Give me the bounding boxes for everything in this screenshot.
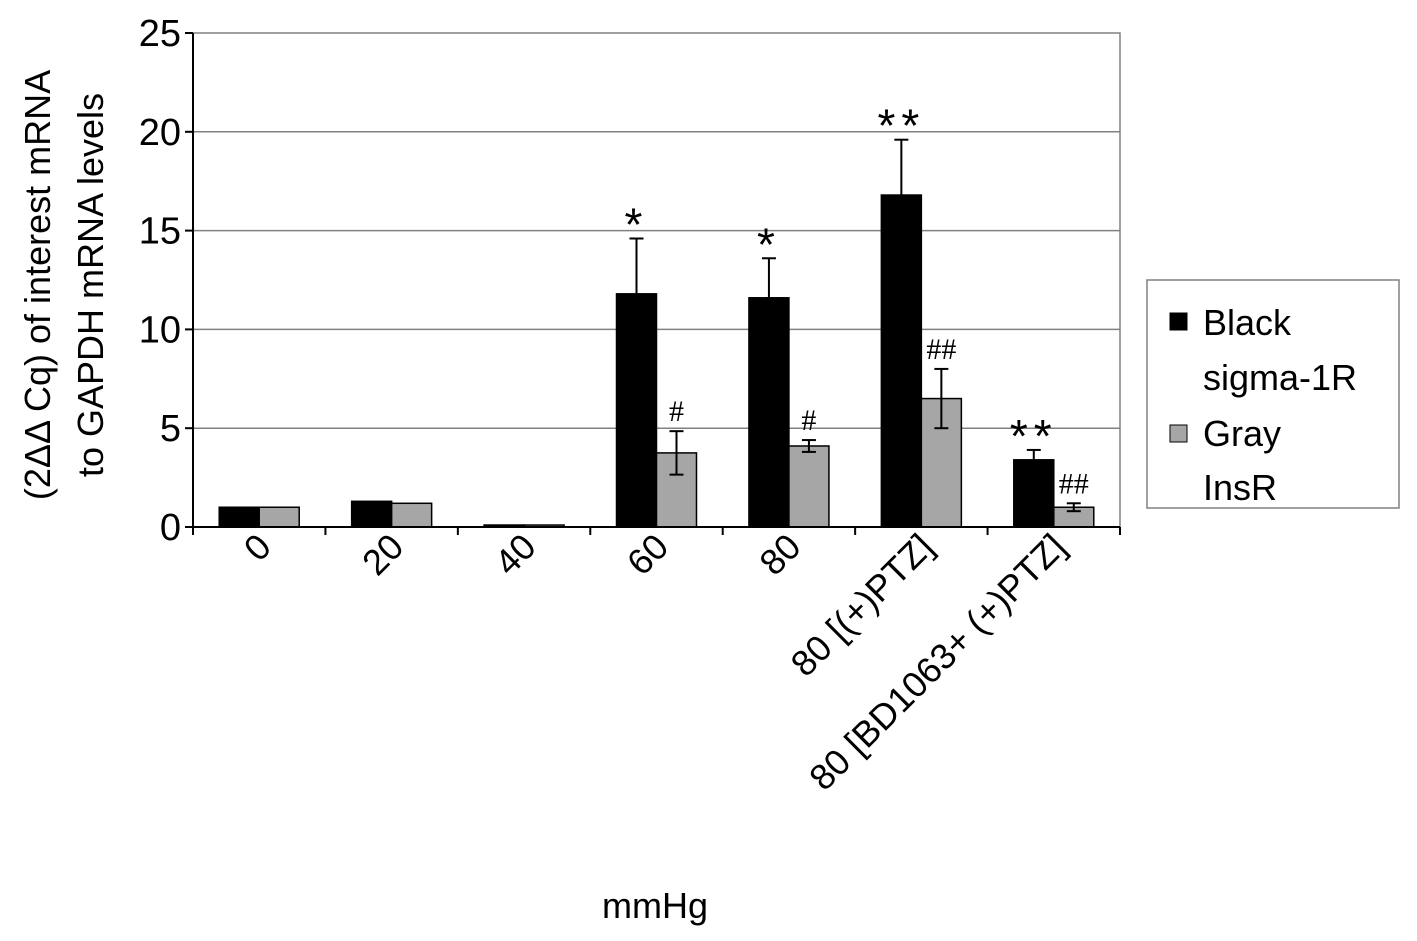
legend-swatch-insr — [1169, 424, 1188, 443]
bar-s1-c4 — [788, 445, 830, 528]
annotation-s0-c4: * — [757, 218, 781, 270]
x-tick-label-6: 80 [BD1063+ (+)PTZ] — [801, 526, 1073, 798]
x-axis-label: mmHg — [602, 885, 708, 926]
annotation-s0-c6: ** — [1010, 410, 1058, 462]
y-tick-label-0: 0 — [160, 507, 181, 549]
x-tick-label-2: 40 — [486, 526, 543, 583]
annotation-s0-c5: ** — [877, 100, 925, 152]
y-tick-label-15: 15 — [139, 211, 181, 253]
error-bar-s1-c3 — [669, 430, 684, 476]
error-bar-s1-c5 — [934, 367, 949, 430]
y-tick-label-20: 20 — [139, 112, 181, 154]
error-bar-s0-c6 — [1026, 448, 1041, 471]
error-bar-s0-c4 — [761, 257, 776, 339]
error-bar-s0-c5 — [894, 138, 909, 252]
x-tick-label-0: 0 — [236, 526, 279, 569]
legend: Black sigma-1R Gray InsR — [1146, 279, 1400, 509]
bar-s0-c1 — [350, 500, 393, 528]
y-axis-label-line-2: to GAPDH mRNA levels — [70, 93, 111, 477]
annotation-s0-c3: * — [625, 199, 649, 251]
x-tick-label-1: 20 — [354, 526, 411, 583]
x-tick-label-4: 80 — [751, 526, 808, 583]
annotation-s1-c6: ## — [1059, 467, 1089, 500]
annotation-s1-c3: # — [669, 395, 684, 428]
legend-label-sigma-1r-line-2: sigma-1R — [1203, 357, 1357, 398]
bar-s0-c6 — [1013, 459, 1055, 528]
error-bar-s1-c4 — [801, 439, 816, 453]
legend-label-sigma-1r-line-1: Black — [1203, 302, 1292, 343]
bar-s1-c0 — [258, 506, 300, 528]
y-tick-label-25: 25 — [139, 13, 181, 55]
bar-s1-c1 — [390, 502, 433, 528]
legend-label-insr-line-1: Gray — [1203, 413, 1281, 454]
x-tick-label-3: 60 — [619, 526, 676, 583]
y-tick-label-5: 5 — [160, 408, 181, 450]
legend-box — [1146, 279, 1400, 509]
y-tick-label-10: 10 — [139, 309, 181, 351]
bars: * *****# ##### — [218, 100, 1095, 528]
annotation-s1-c5: ## — [926, 333, 956, 366]
annotation-s1-c4: # — [801, 404, 816, 437]
y-axis-label-line-1: (2ΔΔ Cq) of interest mRNA — [17, 70, 58, 500]
legend-label-insr-line-2: InsR — [1203, 467, 1277, 508]
bar-s0-c0 — [218, 506, 260, 528]
error-bar-s1-c6 — [1066, 502, 1081, 513]
legend-swatch-sigma-1r — [1169, 312, 1188, 331]
error-bar-s0-c3 — [629, 237, 644, 351]
